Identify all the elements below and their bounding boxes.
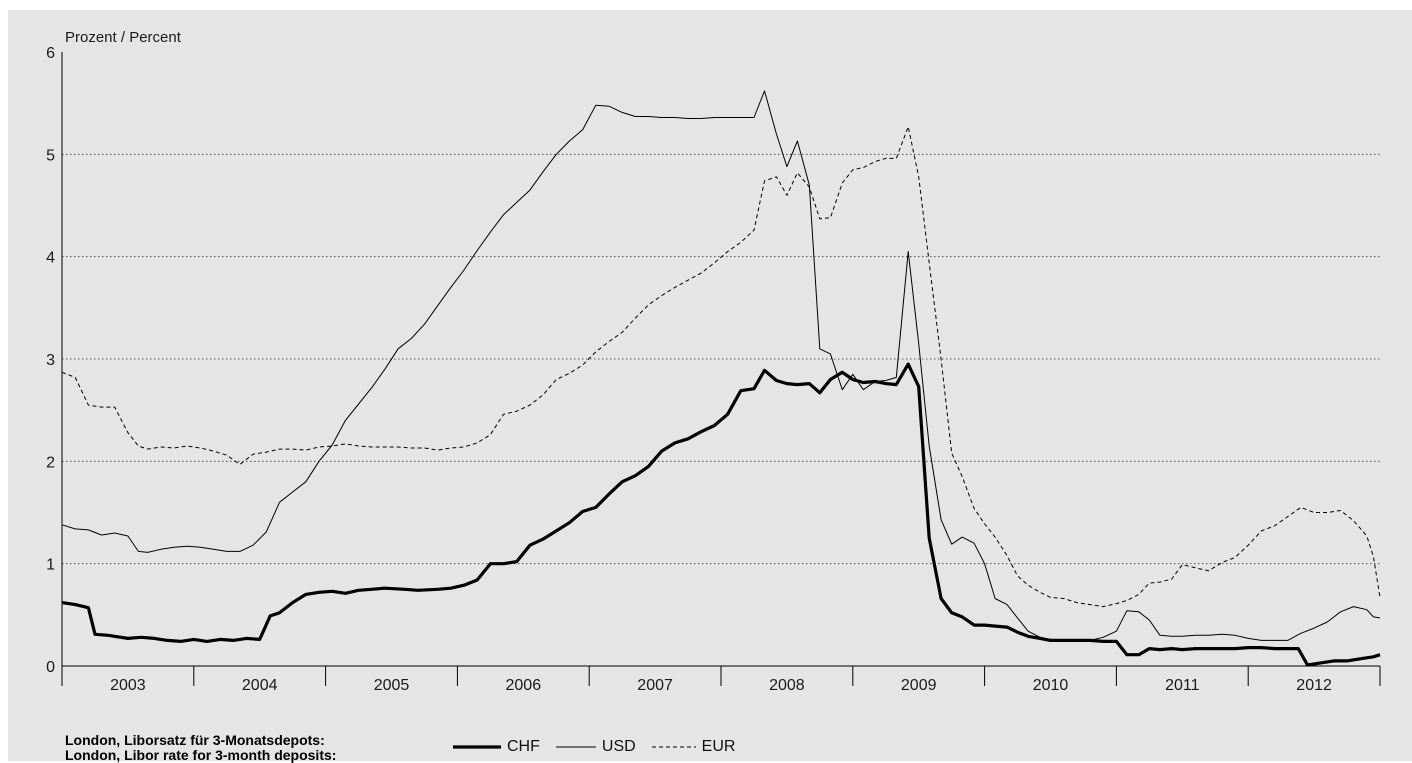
y-tick-label: 4 [46, 250, 55, 267]
legend-caption-de: London, Liborsatz für 3-Monatsdepots: [65, 732, 325, 748]
x-tick-label: 2003 [110, 677, 146, 694]
x-tick-label: 2006 [506, 677, 542, 694]
series-line-usd [61, 90, 1381, 641]
y-tick-label: 2 [46, 454, 55, 471]
legend-caption: London, Liborsatz für 3-Monatsdepots: Lo… [65, 733, 336, 763]
x-tick-label: 2007 [637, 677, 673, 694]
series-line-chf [61, 362, 1381, 667]
y-axis-ticks: 0 1 2 3 4 5 6 [46, 45, 55, 676]
legend-label-chf: CHF [507, 738, 540, 755]
x-tick-label: 2011 [1165, 677, 1200, 694]
y-tick-label: 3 [46, 352, 55, 369]
legend-item-chf: CHF [453, 738, 540, 756]
gridlines [62, 153, 1380, 565]
legend-caption-en: London, Libor rate for 3-month deposits: [65, 747, 337, 763]
legend-label-usd: USD [601, 738, 636, 755]
x-tick-label: 2009 [901, 677, 937, 694]
y-axis-label: Prozent / Percent [65, 29, 182, 46]
y-tick-label: 0 [46, 659, 55, 676]
series-line-eur [61, 126, 1381, 608]
legend-swatch-usd [555, 746, 596, 748]
y-tick-label: 5 [46, 147, 55, 164]
x-tick-label: 2004 [242, 677, 278, 694]
legend-item-eur: EUR [651, 738, 736, 756]
x-axis: 2003 2004 2005 2006 2007 2008 2009 2010 2011 2012 [61, 52, 1381, 694]
legend: CHF USD EUR [453, 738, 751, 756]
x-tick-label: 2010 [1033, 677, 1069, 694]
x-tick-label: 2012 [1296, 677, 1332, 694]
y-tick-label: 1 [46, 557, 55, 574]
legend-swatch-eur [651, 746, 696, 748]
y-tick-label: 6 [46, 45, 55, 62]
legend-swatch-chf [453, 745, 501, 749]
legend-label-eur: EUR [701, 738, 736, 755]
series-lines [61, 90, 1381, 667]
legend-item-usd: USD [555, 738, 636, 756]
x-tick-label: 2008 [769, 677, 805, 694]
x-tick-label: 2005 [374, 677, 410, 694]
